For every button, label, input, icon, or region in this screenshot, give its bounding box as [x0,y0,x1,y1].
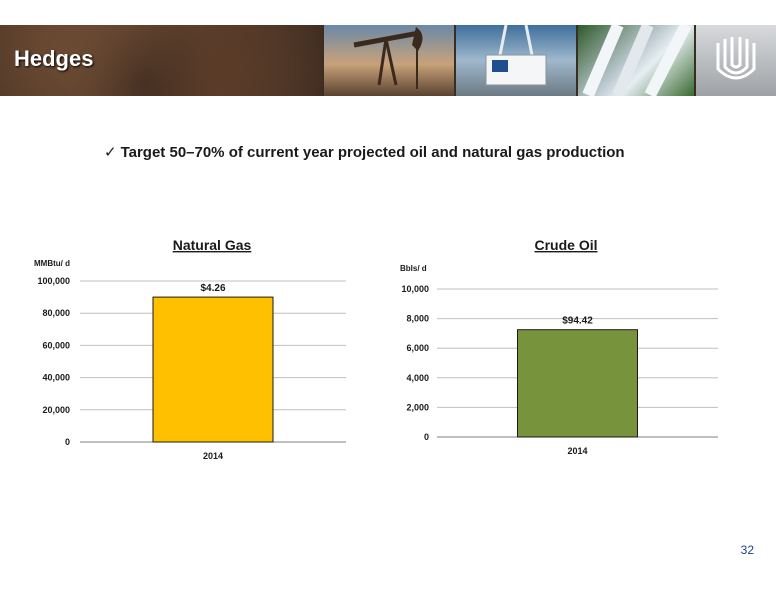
x-tick-labels: 2014 [203,451,223,461]
y-axis-label: Bbls/ d [400,264,427,273]
company-logo-icon [716,37,756,80]
checkmark-icon: ✓ [104,144,117,161]
banner-photo-pumpjack [324,25,454,96]
y-tick-label: 0 [424,432,429,442]
page-number: 32 [740,543,754,557]
drilling-rig-icon [485,24,547,86]
crude-oil-chart: Crude Oil Bbls/ d 0 2,000 4,000 6,000 8,000 1… [400,237,718,456]
bar [152,296,274,443]
data-labels: $94.42 [562,316,593,327]
y-tick-label: 10,000 [401,284,429,294]
y-tick-label: 100,000 [37,276,70,286]
data-label: $4.26 [200,283,225,294]
data-label: $94.42 [562,316,593,327]
y-tick-label: 80,000 [42,308,70,318]
banner-photo-rig [456,24,576,96]
y-tick-label: 60,000 [42,340,70,350]
pumpjack-icon [353,27,423,89]
bullet-text: Target 50–70% of current year projected … [120,144,625,161]
bullet-point: ✓ Target 50–70% of current year projected… [104,143,625,161]
y-tick-label: 6,000 [406,343,429,353]
y-tick-labels: 0 2,000 4,000 6,000 8,000 10,000 [401,284,429,442]
x-tick-label: 2014 [567,446,587,456]
bars [152,296,274,443]
x-tick-label: 2014 [203,451,223,461]
y-tick-label: 8,000 [406,314,429,324]
chart-title: Natural Gas [173,237,252,253]
banner-photo-pipes [578,22,694,98]
bar [517,329,638,438]
page-title: Hedges [14,46,94,71]
bars [517,329,638,438]
y-tick-label: 2,000 [406,402,429,412]
x-tick-labels: 2014 [567,446,587,456]
natural-gas-chart: Natural Gas MMBtu/ d 0 20,000 40,000 60,000… [34,237,346,461]
y-axis-label: MMBtu/ d [34,259,70,268]
data-labels: $4.26 [200,283,225,294]
header-banner [0,22,776,98]
y-tick-label: 4,000 [406,373,429,383]
y-tick-label: 20,000 [42,405,70,415]
pipeline-icon [582,22,692,98]
chart-title: Crude Oil [534,237,597,253]
banner-logo-area [696,25,776,96]
y-tick-labels: 0 20,000 40,000 60,000 80,000 100,000 [37,276,70,447]
banner-rust-texture [0,25,322,96]
y-tick-label: 0 [65,437,70,447]
y-tick-label: 40,000 [42,373,70,383]
